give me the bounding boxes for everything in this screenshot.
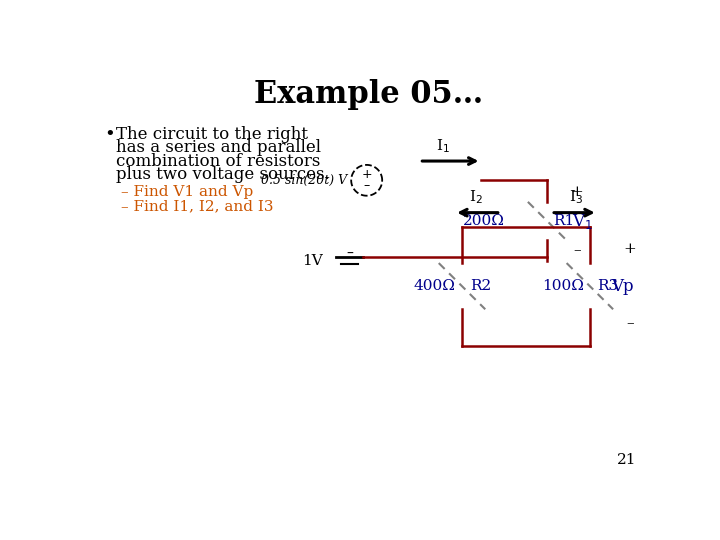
Text: combination of resistors: combination of resistors [117, 153, 320, 170]
Text: +: + [624, 242, 636, 256]
Text: 1V: 1V [302, 254, 323, 268]
Text: 21: 21 [617, 453, 636, 467]
Text: 200Ω: 200Ω [463, 214, 505, 228]
Text: I$_2$: I$_2$ [469, 189, 483, 206]
Text: +: + [570, 185, 583, 199]
Text: – Find V1 and Vp: – Find V1 and Vp [121, 185, 253, 199]
Text: –: – [346, 246, 353, 260]
Text: plus two voltage sources.: plus two voltage sources. [117, 166, 330, 183]
Text: I$_1$: I$_1$ [436, 137, 449, 155]
Text: Example 05…: Example 05… [254, 79, 484, 110]
Text: R1: R1 [554, 214, 575, 228]
Text: I$_3$: I$_3$ [569, 189, 583, 206]
Text: +: + [361, 168, 372, 181]
Text: –: – [364, 179, 370, 192]
Text: R2: R2 [469, 279, 491, 293]
Text: The circuit to the right: The circuit to the right [117, 126, 308, 144]
Text: 400Ω: 400Ω [414, 279, 456, 293]
Text: R3: R3 [598, 279, 618, 293]
Text: Vp: Vp [611, 278, 634, 295]
Text: V$_1$: V$_1$ [572, 212, 593, 231]
Text: •: • [104, 125, 114, 143]
Text: – Find I1, I2, and I3: – Find I1, I2, and I3 [121, 200, 274, 213]
Text: 0.5 sin(20t) V: 0.5 sin(20t) V [261, 174, 347, 187]
Text: 100Ω: 100Ω [541, 279, 584, 293]
Text: has a series and parallel: has a series and parallel [117, 139, 321, 157]
Text: –: – [626, 316, 634, 330]
Text: –: – [573, 244, 580, 258]
